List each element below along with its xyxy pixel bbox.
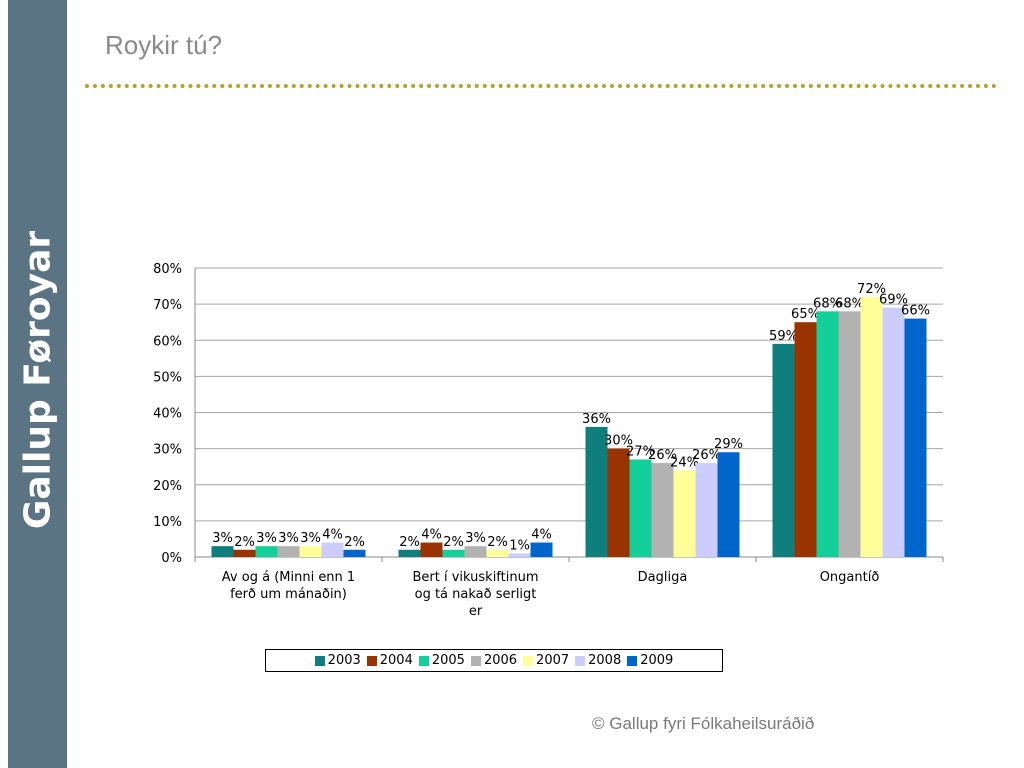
data-label: 36% [582, 412, 611, 427]
bar [838, 311, 861, 557]
x-tick-label: er [469, 604, 483, 619]
data-label: 3% [278, 531, 299, 546]
x-tick-label: Dagliga [638, 570, 688, 585]
legend-item: 2006 [470, 653, 518, 668]
bar [233, 549, 256, 557]
data-label: 30% [604, 434, 633, 449]
legend-swatch [366, 655, 377, 666]
data-label: 72% [857, 282, 886, 297]
bar [882, 307, 905, 557]
data-label: 4% [322, 528, 343, 543]
data-label: 3% [256, 531, 277, 546]
legend-item: 2007 [523, 653, 569, 668]
slide-title: Roykir tú? [105, 30, 223, 60]
y-tick-label: 10% [153, 515, 182, 530]
data-label: 68% [835, 296, 864, 311]
legend-label: 2008 [588, 653, 622, 668]
data-label: 4% [531, 528, 552, 543]
title-divider [85, 84, 997, 88]
bar [717, 452, 740, 557]
bar [299, 546, 322, 557]
legend-item: 2004 [366, 653, 413, 668]
data-label: 3% [212, 531, 233, 546]
legend-item: 2005 [418, 653, 465, 668]
bar [673, 470, 696, 557]
legend-swatch [575, 655, 586, 666]
x-tick-label: ferð um mánaðin) [230, 587, 347, 602]
data-label: 2% [344, 535, 365, 550]
data-label: 2% [234, 535, 255, 550]
data-label: 27% [626, 444, 655, 459]
bar [904, 318, 927, 557]
data-label: 26% [648, 448, 677, 463]
bar [343, 549, 366, 557]
data-label: 2% [443, 535, 464, 550]
bar [585, 426, 608, 557]
y-tick-label: 60% [153, 334, 182, 349]
data-label: 66% [901, 304, 930, 319]
y-tick-label: 80% [153, 262, 182, 277]
legend-swatch [470, 655, 481, 666]
y-tick-label: 50% [153, 370, 182, 385]
data-label: 65% [791, 307, 820, 322]
y-tick-label: 30% [153, 443, 182, 458]
legend-item: 2008 [575, 653, 621, 668]
bar [629, 459, 652, 557]
x-tick-label: og tá nakað serligt [415, 587, 537, 602]
data-label: 3% [300, 531, 321, 546]
legend-label: 2006 [483, 653, 518, 668]
legend-swatch [418, 655, 429, 666]
legend-swatch [523, 655, 534, 666]
y-tick-label: 20% [153, 479, 182, 494]
data-label: 26% [692, 448, 721, 463]
bar [651, 463, 674, 557]
data-label: 24% [670, 455, 699, 470]
legend-label: 2005 [431, 653, 465, 668]
legend-label: 2004 [379, 653, 413, 668]
data-label: 69% [879, 293, 908, 308]
data-label: 4% [421, 528, 442, 543]
data-label: 68% [813, 296, 842, 311]
side-band [8, 0, 67, 768]
legend-swatch [314, 655, 325, 666]
bar [255, 546, 278, 557]
bar [772, 343, 795, 557]
x-tick-label: Ongantíð [820, 570, 880, 585]
data-label: 29% [714, 437, 743, 452]
legend-label: 2009 [640, 653, 674, 668]
legend-item: 2003 [314, 653, 361, 668]
bar [464, 546, 487, 557]
data-label: 1% [509, 538, 530, 553]
bar [607, 448, 630, 557]
y-tick-label: 70% [153, 298, 182, 313]
legend-item: 2009 [627, 653, 673, 668]
bar [816, 311, 839, 557]
y-tick-label: 40% [153, 407, 182, 422]
y-tick-label: 0% [161, 551, 182, 566]
legend-swatch [627, 655, 638, 666]
bar [211, 546, 234, 557]
bar [420, 542, 443, 557]
bar [398, 549, 421, 557]
bar [695, 463, 718, 557]
data-label: 59% [769, 329, 798, 344]
legend-label: 2007 [536, 653, 570, 668]
x-tick-label: Av og á (Minni enn 1 [222, 570, 355, 585]
data-label: 2% [487, 535, 508, 550]
x-tick-label: Bert í vikuskiftinum [412, 570, 538, 585]
bar [486, 549, 509, 557]
bar [530, 542, 553, 557]
bar [442, 549, 465, 557]
copyright-footer: © Gallup fyri Fólkaheilsuráðið [592, 714, 815, 733]
data-label: 2% [399, 535, 420, 550]
bar [794, 322, 817, 557]
bar [321, 542, 344, 557]
bar [508, 553, 531, 557]
chart-legend: 2003 2004 2005 2006 2007 2008 2009 [265, 649, 723, 672]
bar [277, 546, 300, 557]
legend-label: 2003 [327, 653, 361, 668]
data-label: 3% [465, 531, 486, 546]
bar [860, 296, 883, 557]
